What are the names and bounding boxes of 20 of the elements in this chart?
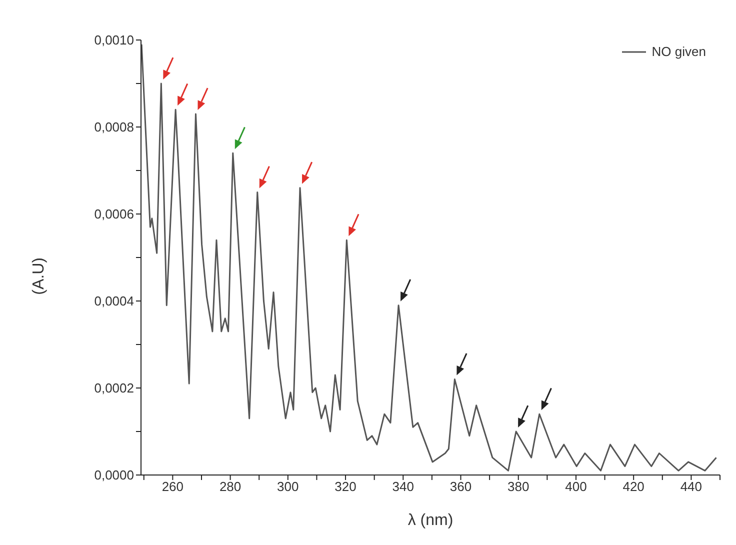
x-tick-label: 400 xyxy=(565,479,587,494)
line-series xyxy=(141,44,718,472)
x-tick-label: 440 xyxy=(680,479,702,494)
x-tick-label: 320 xyxy=(334,479,356,494)
x-tick-label: 420 xyxy=(622,479,644,494)
x-tick-label: 260 xyxy=(162,479,184,494)
y-tick-label: 0,0000 xyxy=(94,468,134,483)
x-axis-title: λ (nm) xyxy=(408,512,454,529)
x-tick-label: 300 xyxy=(277,479,299,494)
legend-label: NO given xyxy=(652,44,706,59)
y-axis-title: (A.U) xyxy=(30,258,48,295)
y-tick-label: 0,0002 xyxy=(94,380,134,396)
y-tick-label: 0,0008 xyxy=(94,120,134,135)
x-tick-label: 360 xyxy=(450,479,472,494)
x-tick-label: 340 xyxy=(392,479,414,494)
x-tick-label: 280 xyxy=(219,479,242,494)
x-tick-label: 380 xyxy=(508,479,530,494)
y-tick-label: 0,0006 xyxy=(94,206,134,222)
y-tick-label: 0,0010 xyxy=(94,32,134,48)
y-tick-label: 0,0004 xyxy=(94,294,134,309)
